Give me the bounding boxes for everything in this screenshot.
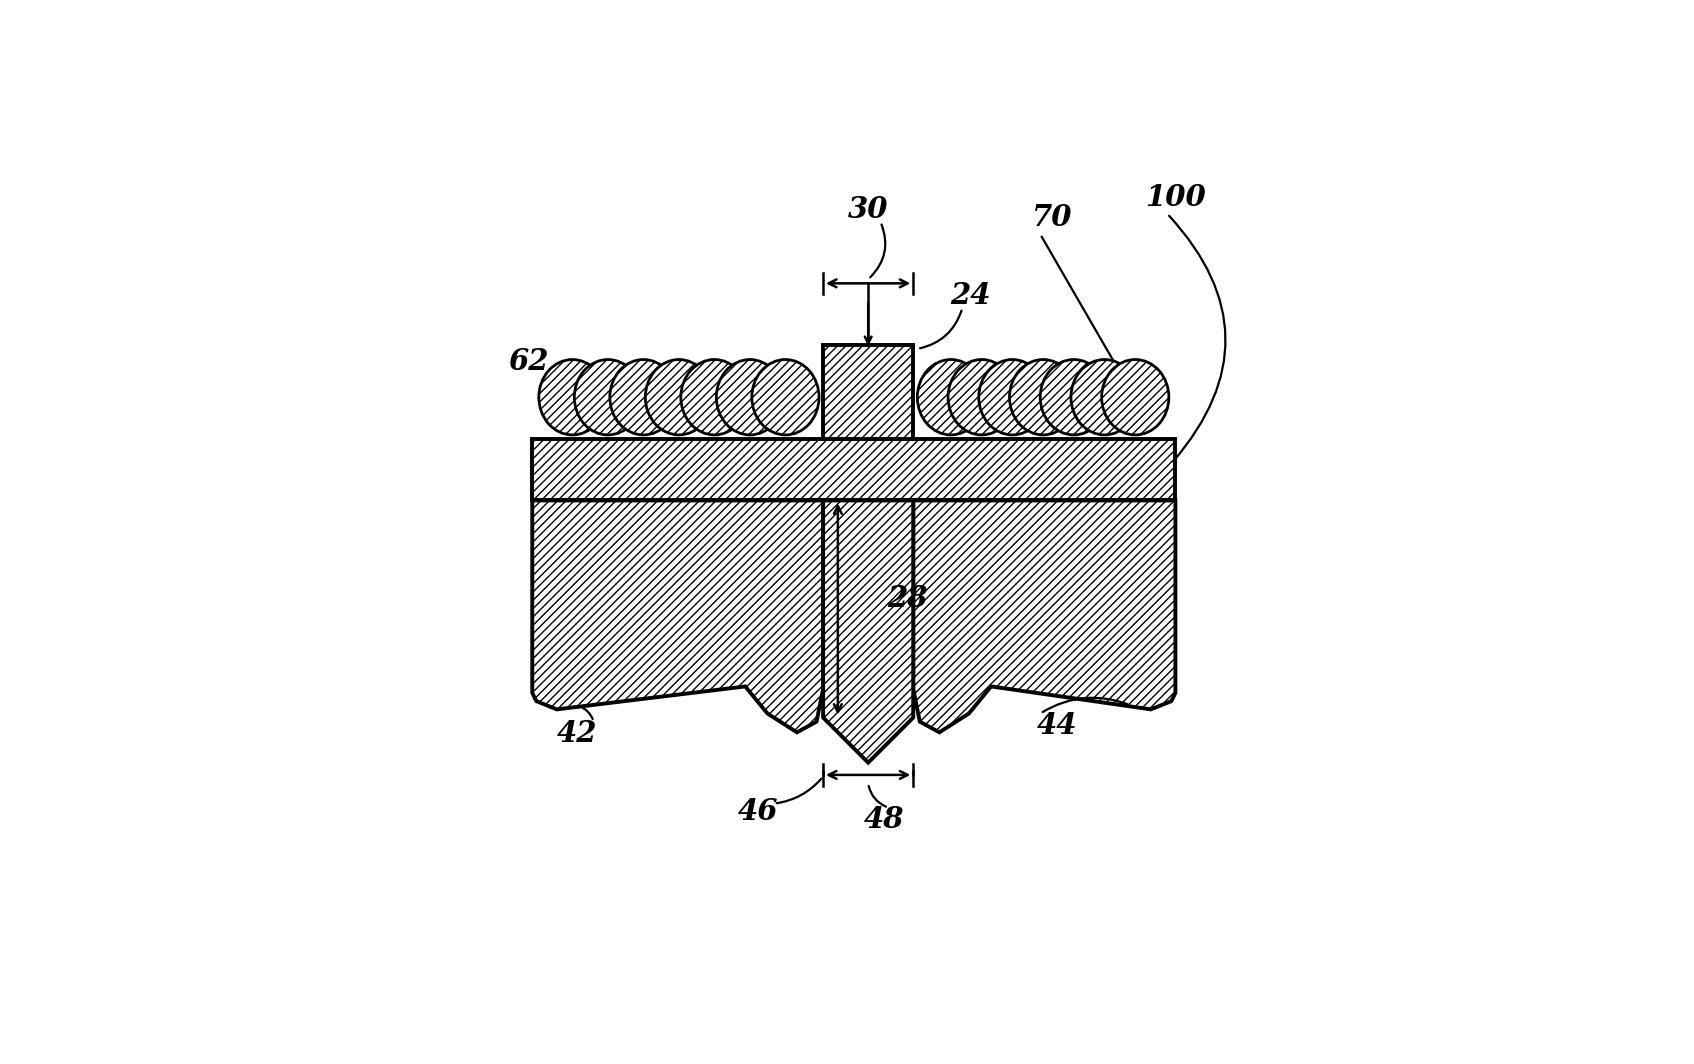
- Text: 44: 44: [1037, 711, 1077, 741]
- Ellipse shape: [1040, 360, 1108, 435]
- Polygon shape: [913, 500, 1176, 732]
- Text: 28: 28: [888, 584, 928, 613]
- Text: 62: 62: [508, 347, 549, 376]
- Text: 46: 46: [737, 797, 778, 827]
- Polygon shape: [823, 345, 913, 439]
- Ellipse shape: [645, 360, 713, 435]
- Text: 42: 42: [557, 719, 598, 748]
- Polygon shape: [823, 500, 913, 763]
- Text: 70: 70: [1032, 203, 1072, 232]
- Ellipse shape: [539, 360, 606, 435]
- Ellipse shape: [1071, 360, 1138, 435]
- Ellipse shape: [717, 360, 784, 435]
- Ellipse shape: [574, 360, 642, 435]
- Ellipse shape: [681, 360, 749, 435]
- Text: 100: 100: [1145, 183, 1206, 212]
- Polygon shape: [532, 500, 823, 732]
- Polygon shape: [532, 439, 1176, 500]
- Ellipse shape: [918, 360, 984, 435]
- Ellipse shape: [752, 360, 818, 435]
- Text: 48: 48: [864, 805, 905, 834]
- Ellipse shape: [1010, 360, 1077, 435]
- Text: 24: 24: [950, 281, 991, 310]
- Text: 30: 30: [849, 195, 888, 225]
- Ellipse shape: [949, 360, 1015, 435]
- Ellipse shape: [979, 360, 1045, 435]
- Ellipse shape: [1101, 360, 1169, 435]
- Ellipse shape: [610, 360, 678, 435]
